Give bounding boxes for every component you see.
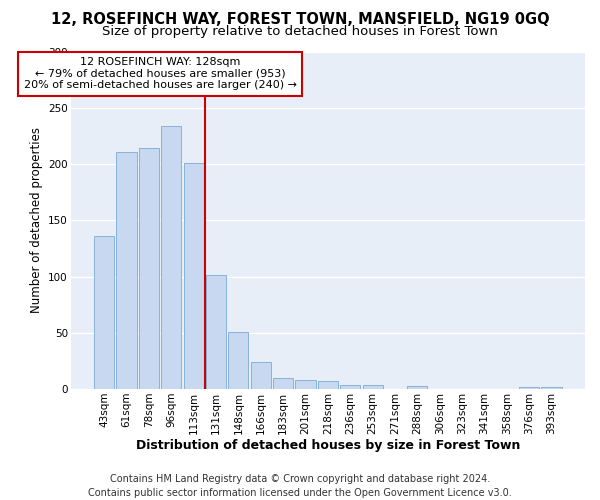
Text: Contains HM Land Registry data © Crown copyright and database right 2024.
Contai: Contains HM Land Registry data © Crown c… (88, 474, 512, 498)
Bar (273, 378, 293, 389)
Bar (295, 380, 316, 389)
Bar (251, 362, 271, 389)
Bar (94, 236, 114, 389)
Bar (340, 384, 360, 389)
Text: 12 ROSEFINCH WAY: 128sqm
← 79% of detached houses are smaller (953)
20% of semi-: 12 ROSEFINCH WAY: 128sqm ← 79% of detach… (23, 57, 296, 90)
Bar (228, 332, 248, 389)
Bar (407, 386, 427, 389)
X-axis label: Distribution of detached houses by size in Forest Town: Distribution of detached houses by size … (136, 440, 520, 452)
Text: 12, ROSEFINCH WAY, FOREST TOWN, MANSFIELD, NG19 0GQ: 12, ROSEFINCH WAY, FOREST TOWN, MANSFIEL… (50, 12, 550, 28)
Bar (519, 387, 539, 389)
Y-axis label: Number of detached properties: Number of detached properties (29, 128, 43, 314)
Bar (116, 152, 137, 389)
Bar (362, 384, 383, 389)
Bar (541, 387, 562, 389)
Bar (318, 381, 338, 389)
Bar (161, 126, 181, 389)
Bar (139, 148, 159, 389)
Bar (206, 276, 226, 389)
Text: Size of property relative to detached houses in Forest Town: Size of property relative to detached ho… (102, 25, 498, 38)
Bar (184, 163, 203, 389)
